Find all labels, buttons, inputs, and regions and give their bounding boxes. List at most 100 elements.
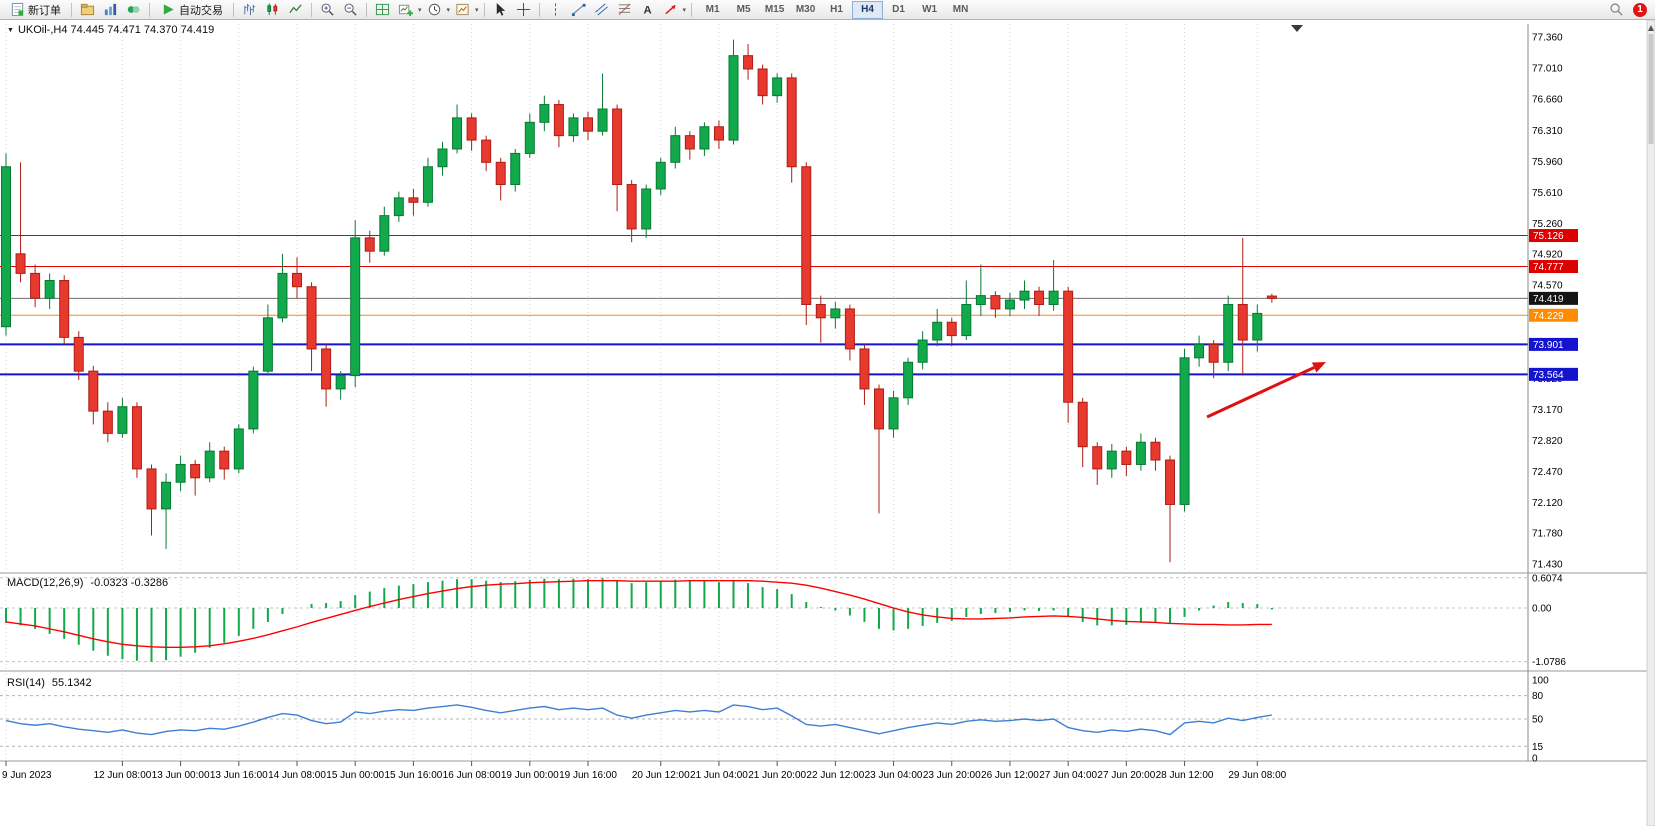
candle-body (975, 295, 986, 305)
market-watch-icon[interactable] (100, 0, 121, 20)
crosshair-icon[interactable] (513, 0, 534, 20)
price-tag (1529, 229, 1578, 243)
toolbar: 新订单 自动交易 (0, 0, 1655, 20)
timeframe-button-d1[interactable]: D1 (892, 4, 905, 15)
candlestick-chart-icon[interactable] (262, 0, 283, 20)
chart-canvas[interactable]: 77.360 77.010 76.660 76.310 75.960 75.610 75.2… (0, 20, 1655, 826)
candle-body (437, 148, 448, 168)
candle-body (830, 308, 841, 319)
zoom-out-icon[interactable] (340, 0, 361, 20)
dropdown-caret-icon[interactable]: ▾ (475, 6, 479, 14)
candle-body (1194, 343, 1205, 359)
candle-body (204, 450, 215, 479)
annotation-arrow-head[interactable] (1311, 362, 1326, 373)
timeframe-button-m15[interactable]: M15 (764, 4, 785, 15)
rsi-axis-label: 15 (1532, 742, 1544, 753)
chart-collapse-icon[interactable]: ▼ (7, 26, 14, 34)
chart-shift-marker-icon[interactable] (1291, 25, 1303, 32)
arrows-tool-icon[interactable] (660, 0, 681, 20)
candle-body (262, 317, 273, 372)
candle-body (277, 272, 288, 319)
timeframe-button-m5[interactable]: M5 (736, 4, 751, 15)
time-axis-label: 26 Jun 12:00 (981, 770, 1039, 781)
autotrading-button[interactable]: 自动交易 (155, 1, 228, 19)
line-chart-icon[interactable] (285, 0, 306, 20)
price-axis-label: 73.170 (1532, 405, 1563, 416)
macd-indicator-title: MACD(12,26,9) -0.0323 -0.3286 (7, 577, 168, 589)
trendline-tool-icon[interactable] (568, 0, 589, 20)
timeframe-button-m1[interactable]: M1 (705, 4, 720, 15)
periods-clock-icon[interactable] (424, 0, 445, 20)
candle-body (44, 280, 55, 299)
annotation-arrow[interactable] (1206, 366, 1315, 419)
toolbar-separator (366, 2, 367, 17)
dropdown-caret-icon[interactable]: ▾ (418, 6, 422, 14)
price-axis-label: 72.120 (1532, 498, 1563, 509)
rsi-line (5, 704, 1272, 736)
candle-body (495, 161, 506, 186)
price-tag (1529, 308, 1578, 322)
search-icon[interactable] (1606, 0, 1627, 20)
templates-icon[interactable] (452, 0, 473, 20)
scrollbar-thumb[interactable] (1648, 34, 1654, 144)
fibonacci-tool-icon[interactable] (614, 0, 635, 20)
candle-body (728, 55, 739, 141)
timeframe-button-w1[interactable]: W1 (922, 4, 938, 15)
scrollbar-up-arrow-icon[interactable] (1648, 25, 1654, 31)
indicators-add-icon[interactable] (395, 0, 416, 20)
rsi-label: RSI(14) (7, 677, 45, 689)
notification-badge[interactable]: 1 (1633, 2, 1647, 17)
navigator-icon[interactable] (123, 0, 144, 20)
text-label-tool-icon[interactable]: A (637, 0, 658, 20)
toolbar-separator (691, 2, 693, 17)
price-axis-label: 76.660 (1532, 95, 1563, 106)
candle-body (553, 104, 564, 137)
dropdown-caret-icon[interactable]: ▾ (446, 6, 451, 14)
candle-body (452, 117, 463, 150)
candle-body (233, 428, 244, 470)
candle-body (903, 361, 914, 399)
time-axis-label: 28 Jun 12:00 (1156, 770, 1214, 781)
time-axis-label: 16 Jun 08:00 (443, 770, 501, 781)
candle-body (1135, 441, 1146, 465)
candle-body (1237, 303, 1248, 341)
time-axis-label: 23 Jun 04:00 (865, 770, 923, 781)
zoom-in-icon[interactable] (317, 0, 338, 20)
time-axis-label: 13 Jun 16:00 (210, 770, 268, 781)
timeframe-button-mn[interactable]: MN (952, 4, 969, 15)
bar-chart-icon[interactable] (239, 0, 260, 20)
price-tag (1529, 337, 1578, 351)
channel-tool-icon[interactable] (591, 0, 612, 20)
candle-body (1019, 290, 1030, 301)
candle-body (641, 188, 652, 230)
toolbar-separator (149, 2, 150, 17)
timeframe-button-h4[interactable]: H4 (852, 0, 884, 19)
candle-body (684, 135, 695, 150)
timeframe-button-m30[interactable]: M30 (795, 4, 816, 15)
dropdown-caret-icon[interactable]: ▾ (682, 6, 687, 14)
candle-body (1077, 401, 1088, 448)
vertical-line-tool-icon[interactable] (545, 0, 566, 20)
timeframe-button-h1[interactable]: H1 (830, 4, 843, 15)
vertical-scrollbar[interactable] (1646, 20, 1655, 826)
price-axis-label: 71.430 (1532, 559, 1563, 570)
cursor-icon[interactable] (490, 0, 511, 20)
candle-body (815, 303, 826, 319)
candle-body (1121, 450, 1132, 465)
time-axis-label: 22 Jun 12:00 (806, 770, 864, 781)
price-tag-label: 74.777 (1533, 262, 1564, 273)
candle-body (670, 135, 681, 163)
macd-label: MACD(12,26,9) (7, 577, 84, 589)
price-tag (1529, 367, 1578, 381)
profiles-icon[interactable] (77, 0, 98, 20)
candle-body (1004, 299, 1015, 310)
candle-body (393, 197, 404, 217)
price-axis-label: 76.310 (1532, 126, 1563, 137)
tile-windows-icon[interactable] (372, 0, 393, 20)
new-order-button[interactable]: 新订单 (4, 1, 66, 19)
time-axis-label: 27 Jun 04:00 (1039, 770, 1097, 781)
price-tag-label: 73.564 (1533, 370, 1564, 381)
time-axis-label: 15 Jun 00:00 (326, 770, 384, 781)
candle-body (481, 139, 492, 163)
candle-body (1106, 450, 1117, 470)
